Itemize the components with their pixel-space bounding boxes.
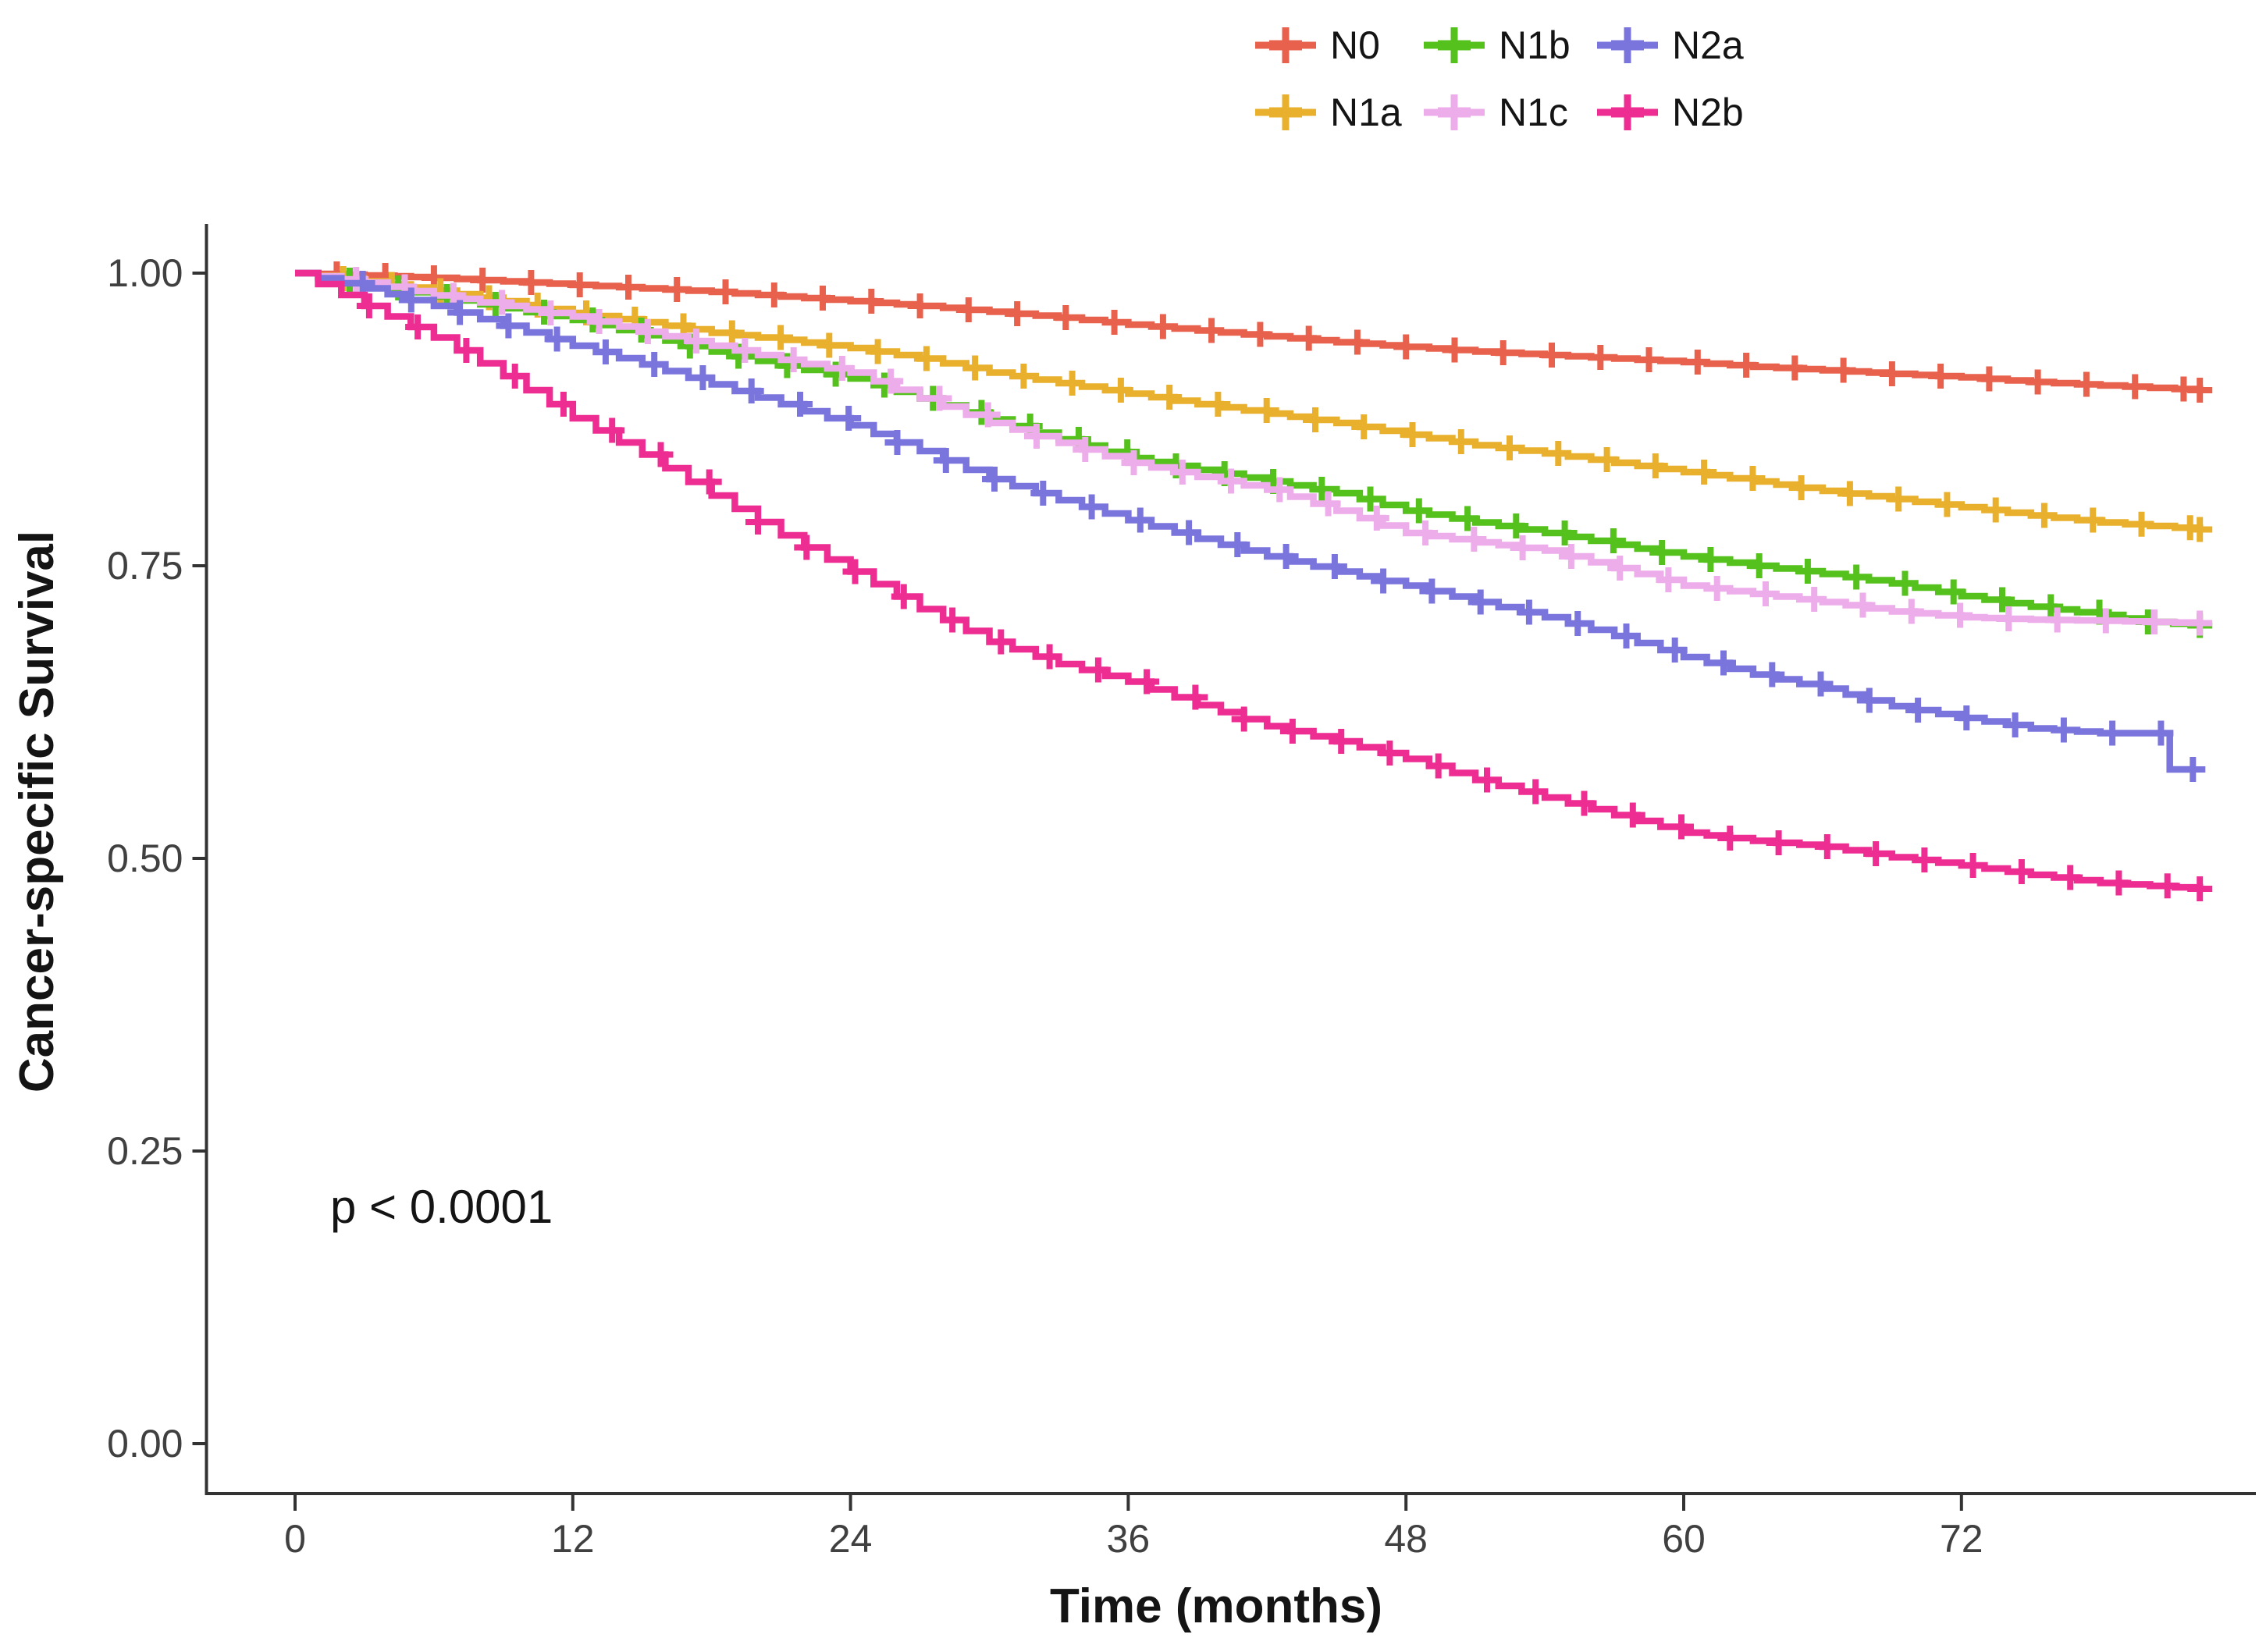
- legend-item-N1a: N1a: [1252, 91, 1402, 134]
- censor-marks-N0: [324, 261, 2213, 403]
- x-tick-label: 60: [1662, 1517, 1706, 1561]
- x-tick-label: 24: [828, 1517, 873, 1561]
- legend-label: N0: [1330, 23, 1380, 67]
- y-tick-label: 0.00: [107, 1422, 183, 1465]
- legend-item-N2b: N2b: [1594, 91, 1744, 134]
- x-tick-label: 12: [550, 1517, 595, 1561]
- x-axis-title: Time (months): [1050, 1579, 1382, 1633]
- legend-item-N1b: N1b: [1421, 23, 1571, 67]
- x-tick-label: 36: [1106, 1517, 1151, 1561]
- legend-key-plus-icon: [1424, 27, 1485, 63]
- censor-marks-N2b: [356, 293, 2213, 901]
- legend-item-N0: N0: [1252, 23, 1380, 67]
- legend-key-plus-icon: [1424, 94, 1485, 130]
- x-tick-label: 72: [1939, 1517, 1983, 1561]
- legend-key-plus-icon: [1255, 94, 1316, 130]
- survival-curve-N2a: [295, 269, 2193, 773]
- p-value-annotation: p < 0.0001: [330, 1181, 553, 1233]
- survival-curve-N1c: [295, 269, 2204, 627]
- legend-item-N2a: N2a: [1594, 23, 1744, 67]
- legend-item-N1c: N1c: [1421, 91, 1568, 134]
- legend-key-plus-icon: [1597, 27, 1658, 63]
- y-axis-title: Cancer-specific Survival: [10, 530, 64, 1093]
- legend-label: N2b: [1672, 91, 1744, 134]
- legend-label: N2a: [1672, 23, 1744, 67]
- censor-marks-N1c: [343, 267, 2213, 636]
- legend-key-plus-icon: [1597, 94, 1658, 130]
- legend-label: N1b: [1499, 23, 1571, 67]
- survival-curve-N1a: [295, 269, 2204, 531]
- y-tick-label: 0.50: [107, 837, 183, 880]
- legend-key-plus-icon: [1255, 27, 1316, 63]
- censor-marks-N2a: [350, 271, 2206, 782]
- survival-curve-N1b: [295, 269, 2204, 627]
- y-tick-label: 0.75: [107, 544, 183, 588]
- legend-label: N1a: [1330, 91, 1402, 134]
- x-tick-label: 48: [1384, 1517, 1428, 1561]
- y-tick-label: 1.00: [107, 251, 183, 295]
- y-tick-label: 0.25: [107, 1129, 183, 1173]
- x-tick-label: 0: [284, 1517, 306, 1561]
- legend-label: N1c: [1499, 91, 1568, 134]
